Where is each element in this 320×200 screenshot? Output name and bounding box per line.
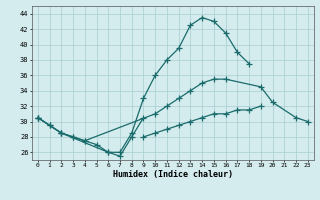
X-axis label: Humidex (Indice chaleur): Humidex (Indice chaleur) [113, 170, 233, 179]
